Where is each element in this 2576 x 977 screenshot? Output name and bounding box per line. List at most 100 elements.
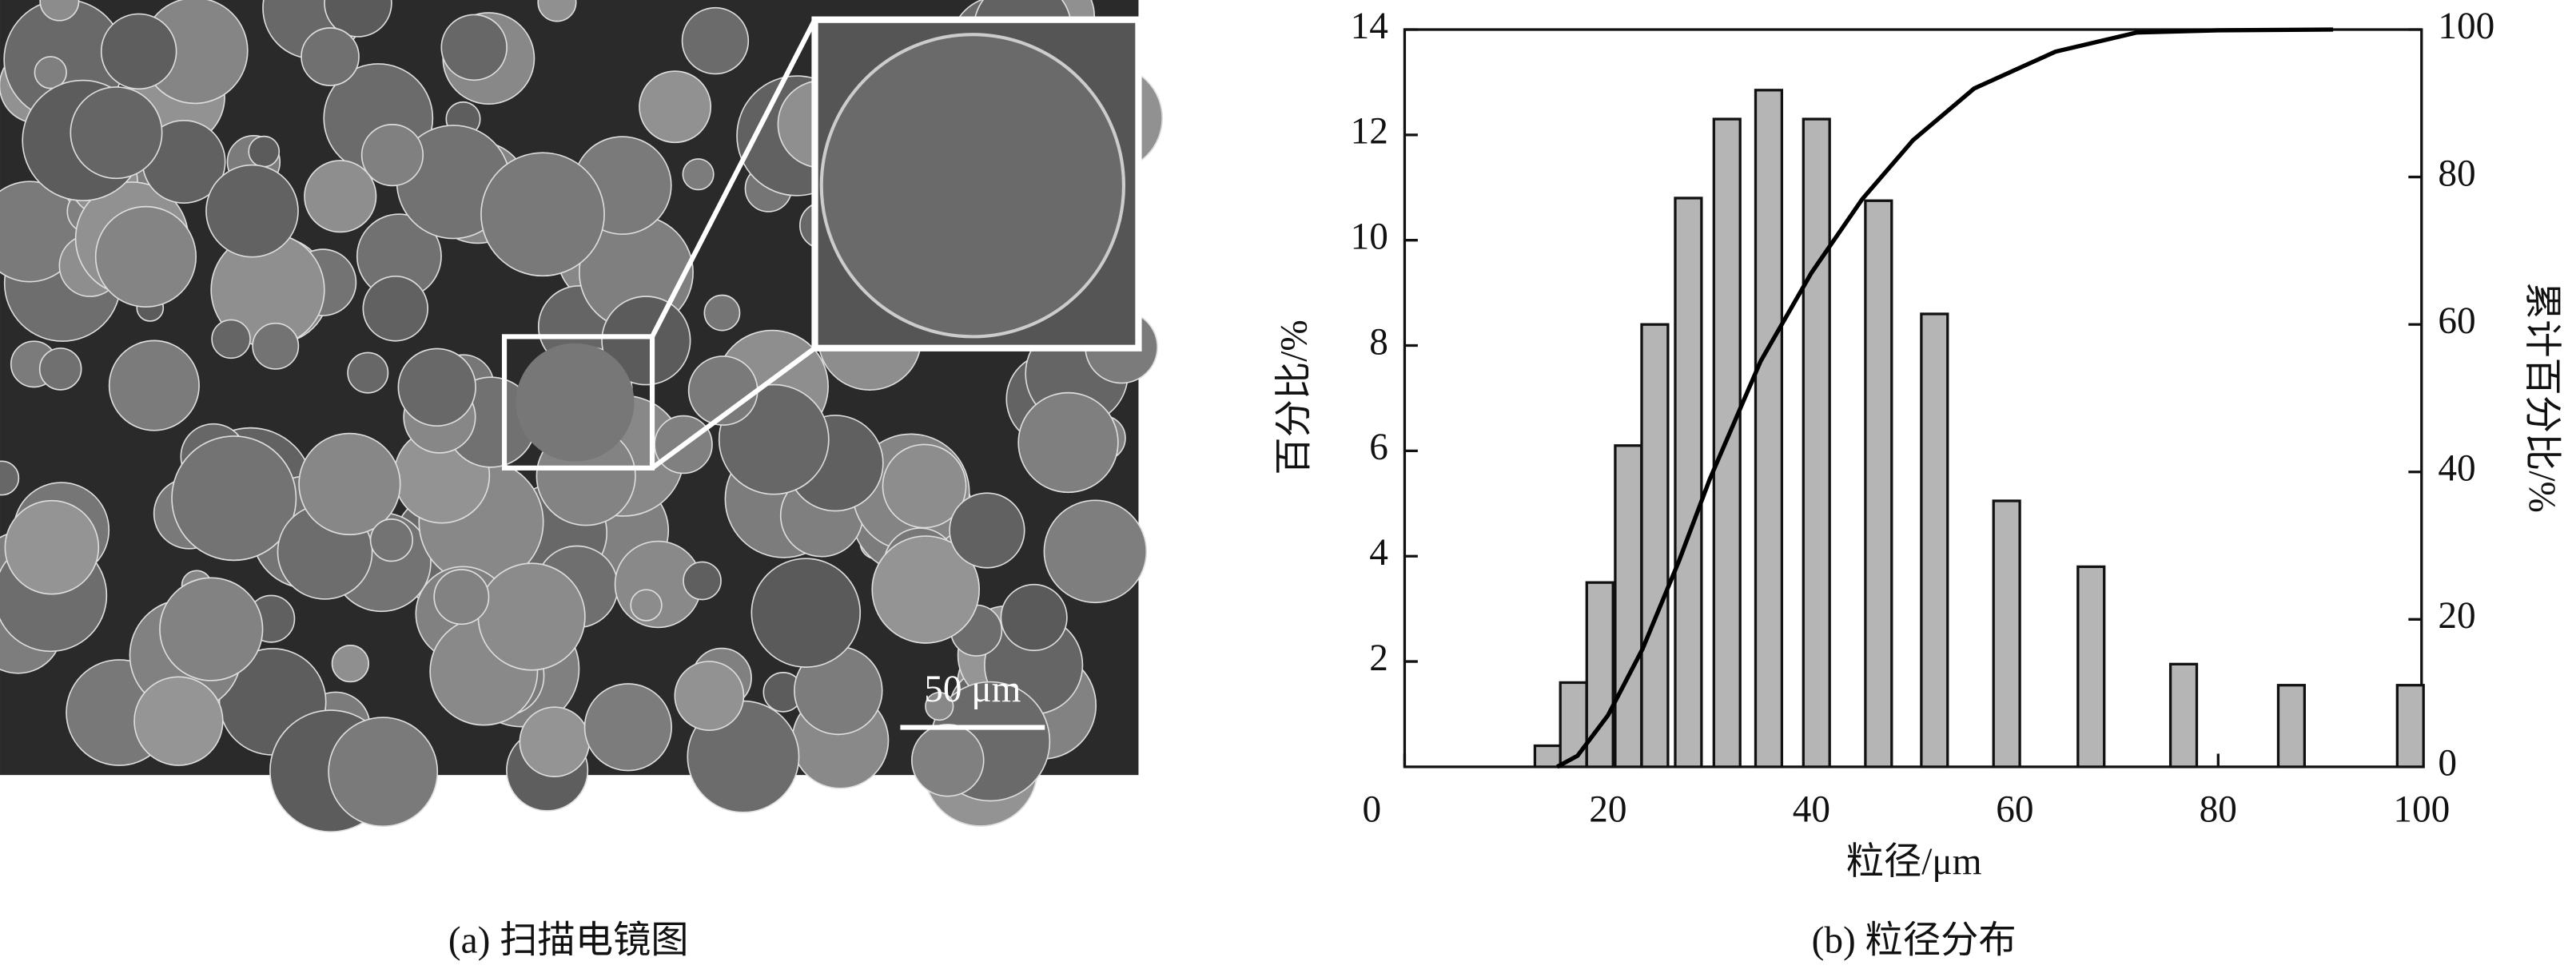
particle <box>252 322 300 370</box>
particle <box>882 443 967 529</box>
particle <box>4 499 100 595</box>
x-tick-label: 40 <box>1793 788 1830 830</box>
cumulative-line <box>1556 27 2334 769</box>
y2-axis-label: 累计百分比/% <box>2521 282 2562 513</box>
zoom-box <box>501 334 655 471</box>
y-tick-label: 4 <box>1369 532 1388 574</box>
y2-tick-label: 60 <box>2438 300 2475 342</box>
particle <box>94 205 197 308</box>
zoom-line <box>651 346 817 471</box>
particle <box>480 152 605 277</box>
bar <box>1754 89 1784 768</box>
particle <box>703 294 741 332</box>
particle <box>433 569 490 626</box>
bar <box>2076 565 2106 768</box>
bar <box>1920 312 1949 768</box>
particle <box>159 577 264 681</box>
particle <box>362 276 429 342</box>
y-tick-label: 2 <box>1369 637 1388 679</box>
particle <box>360 124 424 187</box>
x-tick-label: 100 <box>2393 788 2450 830</box>
bar <box>2395 684 2425 768</box>
particle <box>681 6 750 75</box>
particle <box>1017 391 1119 494</box>
y2-tick-label: 80 <box>2438 153 2475 194</box>
particle <box>683 561 722 601</box>
particle <box>601 296 691 386</box>
particle <box>205 164 299 258</box>
particle <box>519 706 591 777</box>
particle <box>630 589 663 622</box>
particle <box>171 435 297 562</box>
bar <box>1674 197 1703 768</box>
particle <box>639 70 712 144</box>
y-axis-label: 百分比/% <box>1274 320 1316 475</box>
bar <box>1533 744 1563 768</box>
particle <box>211 319 251 359</box>
particle <box>949 492 1025 569</box>
bar <box>1614 444 1643 768</box>
bar <box>1864 199 1893 768</box>
particle <box>133 676 224 766</box>
bar <box>2276 684 2306 768</box>
particle <box>537 0 577 22</box>
bar <box>1802 117 1831 768</box>
scale-bar-label: 50 μm <box>924 669 1021 710</box>
particle <box>324 0 392 38</box>
bar <box>1640 323 1670 768</box>
y-tick-label: 6 <box>1369 427 1388 468</box>
y2-tick-label: 0 <box>2438 743 2457 784</box>
particle <box>298 432 401 536</box>
zoom-line <box>650 18 818 338</box>
bar <box>1559 681 1588 768</box>
particle <box>328 717 439 828</box>
particle <box>38 348 82 391</box>
x-tick-label: 60 <box>1996 788 2033 830</box>
x-tick-label: 80 <box>2200 788 2237 830</box>
y-tick-label: 10 <box>1351 216 1388 258</box>
particle <box>911 723 985 797</box>
particle <box>34 56 67 89</box>
x-axis-label: 粒径/μm <box>1846 841 1982 883</box>
particle <box>1000 583 1068 652</box>
particle <box>0 460 20 496</box>
y2-tick-label: 40 <box>2438 448 2475 490</box>
particle <box>369 518 413 562</box>
y-tick-label: 12 <box>1351 111 1388 153</box>
particle <box>108 340 200 431</box>
particle <box>1043 499 1148 604</box>
particle <box>751 558 862 668</box>
particle <box>871 535 981 644</box>
particle <box>248 135 281 168</box>
y-tick-label: 14 <box>1351 6 1388 47</box>
particle <box>100 13 177 90</box>
y2-tick-label: 100 <box>2438 6 2494 47</box>
particle <box>39 0 80 22</box>
particle <box>477 562 586 671</box>
bar <box>1992 499 2021 768</box>
particle <box>331 645 369 683</box>
y-tick-label: 8 <box>1369 321 1388 363</box>
particle <box>70 86 163 180</box>
caption: (b) 粒径分布 <box>1812 920 2017 962</box>
particle <box>682 158 715 191</box>
bar <box>2168 662 2199 768</box>
zoom-particle <box>516 343 635 462</box>
x-tick-label: 20 <box>1589 788 1626 830</box>
y2-tick-label: 20 <box>2438 595 2475 637</box>
particle <box>347 351 389 394</box>
particle <box>301 27 360 86</box>
particle <box>583 683 672 772</box>
particle <box>440 14 508 81</box>
caption: (a) 扫描电镜图 <box>448 920 689 962</box>
inset-particle <box>819 33 1126 339</box>
particle <box>397 348 476 427</box>
particle <box>925 691 954 721</box>
x-tick-label: 0 <box>1363 788 1382 830</box>
particle <box>674 661 745 731</box>
particle <box>304 160 377 233</box>
sem-image <box>0 0 1164 833</box>
plot-frame <box>1403 28 2423 768</box>
